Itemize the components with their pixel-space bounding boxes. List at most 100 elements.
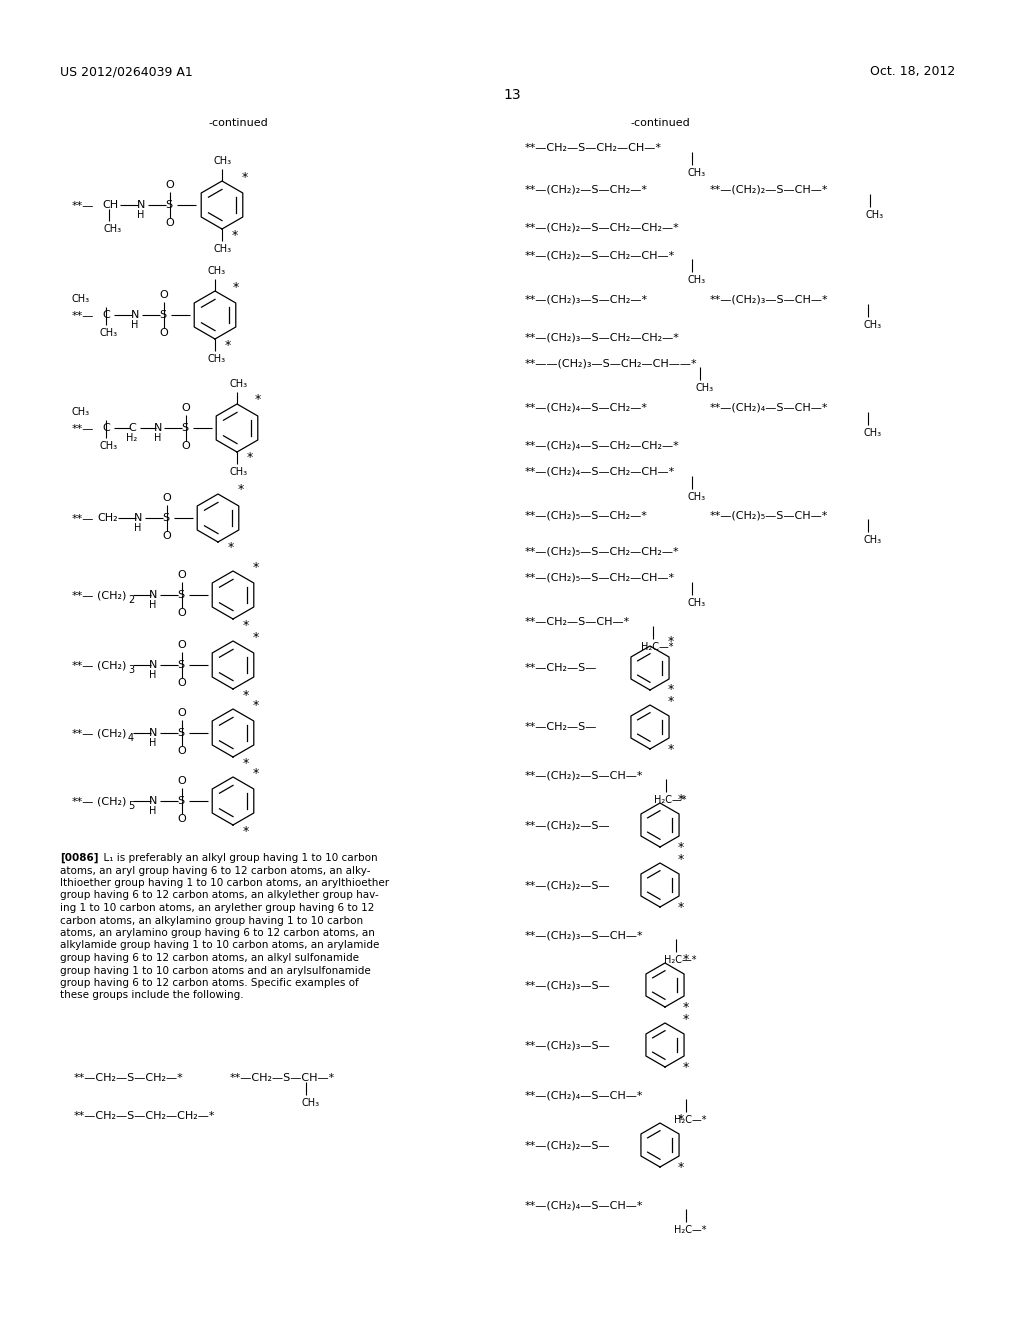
- Text: N: N: [150, 590, 158, 601]
- Text: CH₃: CH₃: [104, 224, 122, 234]
- Text: *: *: [232, 228, 239, 242]
- Text: CH₃: CH₃: [863, 535, 881, 545]
- Text: **—: **—: [72, 796, 94, 807]
- Text: group having 1 to 10 carbon atoms and an arylsulfonamide: group having 1 to 10 carbon atoms and an…: [60, 965, 371, 975]
- Text: **—: **—: [72, 513, 94, 523]
- Text: **—(CH₂)₃—S—CH—*: **—(CH₂)₃—S—CH—*: [710, 294, 828, 305]
- Text: *: *: [683, 953, 689, 965]
- Text: CH₃: CH₃: [229, 379, 247, 389]
- Text: CH₂: CH₂: [97, 513, 118, 523]
- Text: *: *: [228, 541, 234, 554]
- Text: (CH₂): (CH₂): [97, 729, 126, 738]
- Text: H₂C—*: H₂C—*: [674, 1115, 707, 1125]
- Text: H: H: [134, 523, 141, 533]
- Text: S: S: [159, 310, 166, 319]
- Text: *: *: [253, 631, 259, 644]
- Text: **—(CH₂)₄—S—CH₂—CH₂—*: **—(CH₂)₄—S—CH₂—CH₂—*: [525, 440, 680, 450]
- Text: 4: 4: [128, 733, 134, 743]
- Text: N: N: [150, 796, 158, 807]
- Text: **—: **—: [72, 729, 94, 738]
- Text: C: C: [102, 310, 110, 319]
- Text: **—: **—: [72, 310, 94, 319]
- Text: *: *: [247, 451, 253, 465]
- Text: *: *: [255, 393, 261, 407]
- Text: H: H: [150, 738, 157, 748]
- Text: S: S: [165, 201, 172, 210]
- Text: CH₃: CH₃: [863, 428, 881, 438]
- Text: N: N: [131, 310, 139, 319]
- Text: CH₃: CH₃: [687, 275, 706, 285]
- Text: atoms, an arylamino group having 6 to 12 carbon atoms, an: atoms, an arylamino group having 6 to 12…: [60, 928, 375, 939]
- Text: O: O: [177, 570, 185, 579]
- Text: **—CH₂—S—CH—*: **—CH₂—S—CH—*: [525, 616, 630, 627]
- Text: H₂C—*: H₂C—*: [674, 1225, 707, 1236]
- Text: **—: **—: [72, 590, 94, 601]
- Text: *: *: [668, 635, 674, 648]
- Text: CH₃: CH₃: [214, 156, 232, 166]
- Text: N: N: [150, 660, 158, 671]
- Text: O: O: [177, 746, 185, 756]
- Text: **—(CH₂)₅—S—CH₂—CH₂—*: **—(CH₂)₅—S—CH₂—CH₂—*: [525, 546, 680, 557]
- Text: *: *: [683, 1012, 689, 1026]
- Text: CH₃: CH₃: [865, 210, 883, 220]
- Text: O: O: [165, 180, 174, 190]
- Text: N: N: [134, 513, 142, 523]
- Text: **—: **—: [72, 660, 94, 671]
- Text: O: O: [162, 492, 171, 503]
- Text: **—(CH₂)₅—S—CH₂—CH—*: **—(CH₂)₅—S—CH₂—CH—*: [525, 573, 675, 583]
- Text: carbon atoms, an alkylamino group having 1 to 10 carbon: carbon atoms, an alkylamino group having…: [60, 916, 364, 925]
- Text: O: O: [177, 609, 185, 618]
- Text: CH₃: CH₃: [214, 244, 232, 253]
- Text: *: *: [668, 742, 674, 755]
- Text: CH₃: CH₃: [207, 267, 225, 276]
- Text: **—(CH₂)₄—S—CH₂—CH—*: **—(CH₂)₄—S—CH₂—CH—*: [525, 467, 675, 477]
- Text: **—(CH₂)₃—S—: **—(CH₂)₃—S—: [525, 979, 610, 990]
- Text: **—CH₂—S—CH₂—CH—*: **—CH₂—S—CH₂—CH—*: [525, 143, 662, 153]
- Text: H: H: [137, 210, 144, 220]
- Text: group having 6 to 12 carbon atoms, an alkylether group hav-: group having 6 to 12 carbon atoms, an al…: [60, 891, 379, 900]
- Text: *: *: [253, 767, 259, 780]
- Text: N: N: [150, 729, 158, 738]
- Text: **—(CH₂)₅—S—CH—*: **—(CH₂)₅—S—CH—*: [710, 510, 828, 520]
- Text: *: *: [678, 841, 684, 854]
- Text: *: *: [243, 689, 249, 701]
- Text: S: S: [162, 513, 169, 523]
- Text: *: *: [253, 698, 259, 711]
- Text: O: O: [181, 441, 189, 451]
- Text: H: H: [131, 319, 138, 330]
- Text: **—(CH₂)₂—S—CH₂—*: **—(CH₂)₂—S—CH₂—*: [525, 185, 648, 195]
- Text: S: S: [177, 590, 184, 601]
- Text: **—(CH₂)₂—S—: **—(CH₂)₂—S—: [525, 880, 610, 890]
- Text: lthioether group having 1 to 10 carbon atoms, an arylthioether: lthioether group having 1 to 10 carbon a…: [60, 878, 389, 888]
- Text: **—CH₂—S—: **—CH₂—S—: [525, 722, 597, 733]
- Text: **—(CH₂)₂—S—: **—(CH₂)₂—S—: [525, 820, 610, 830]
- Text: H: H: [154, 433, 162, 444]
- Text: **—(CH₂)₃—S—CH₂—*: **—(CH₂)₃—S—CH₂—*: [525, 294, 648, 305]
- Text: **—(CH₂)₄—S—CH—*: **—(CH₂)₄—S—CH—*: [525, 1090, 643, 1100]
- Text: *: *: [683, 1001, 689, 1014]
- Text: **——(CH₂)₃—S—CH₂—CH——*: **——(CH₂)₃—S—CH₂—CH——*: [525, 358, 697, 368]
- Text: CH₃: CH₃: [687, 168, 706, 178]
- Text: *: *: [668, 684, 674, 697]
- Text: CH₃: CH₃: [100, 327, 118, 338]
- Text: O: O: [159, 290, 168, 300]
- Text: 13: 13: [503, 88, 521, 102]
- Text: *: *: [225, 338, 231, 351]
- Text: *: *: [678, 853, 684, 866]
- Text: **—(CH₂)₂—S—CH₂—CH₂—*: **—(CH₂)₂—S—CH₂—CH₂—*: [525, 222, 680, 232]
- Text: *: *: [243, 619, 249, 631]
- Text: (CH₂): (CH₂): [97, 590, 126, 601]
- Text: *: *: [233, 281, 240, 293]
- Text: **—CH₂—S—CH—*: **—CH₂—S—CH—*: [230, 1073, 335, 1082]
- Text: C: C: [102, 422, 110, 433]
- Text: O: O: [181, 403, 189, 413]
- Text: L₁ is preferably an alkyl group having 1 to 10 carbon: L₁ is preferably an alkyl group having 1…: [97, 853, 378, 863]
- Text: group having 6 to 12 carbon atoms, an alkyl sulfonamide: group having 6 to 12 carbon atoms, an al…: [60, 953, 359, 964]
- Text: O: O: [177, 776, 185, 785]
- Text: **—: **—: [72, 422, 94, 433]
- Text: **—(CH₂)₂—S—CH₂—CH—*: **—(CH₂)₂—S—CH₂—CH—*: [525, 249, 675, 260]
- Text: -continued: -continued: [208, 117, 268, 128]
- Text: O: O: [177, 678, 185, 688]
- Text: (CH₂): (CH₂): [97, 660, 126, 671]
- Text: S: S: [177, 729, 184, 738]
